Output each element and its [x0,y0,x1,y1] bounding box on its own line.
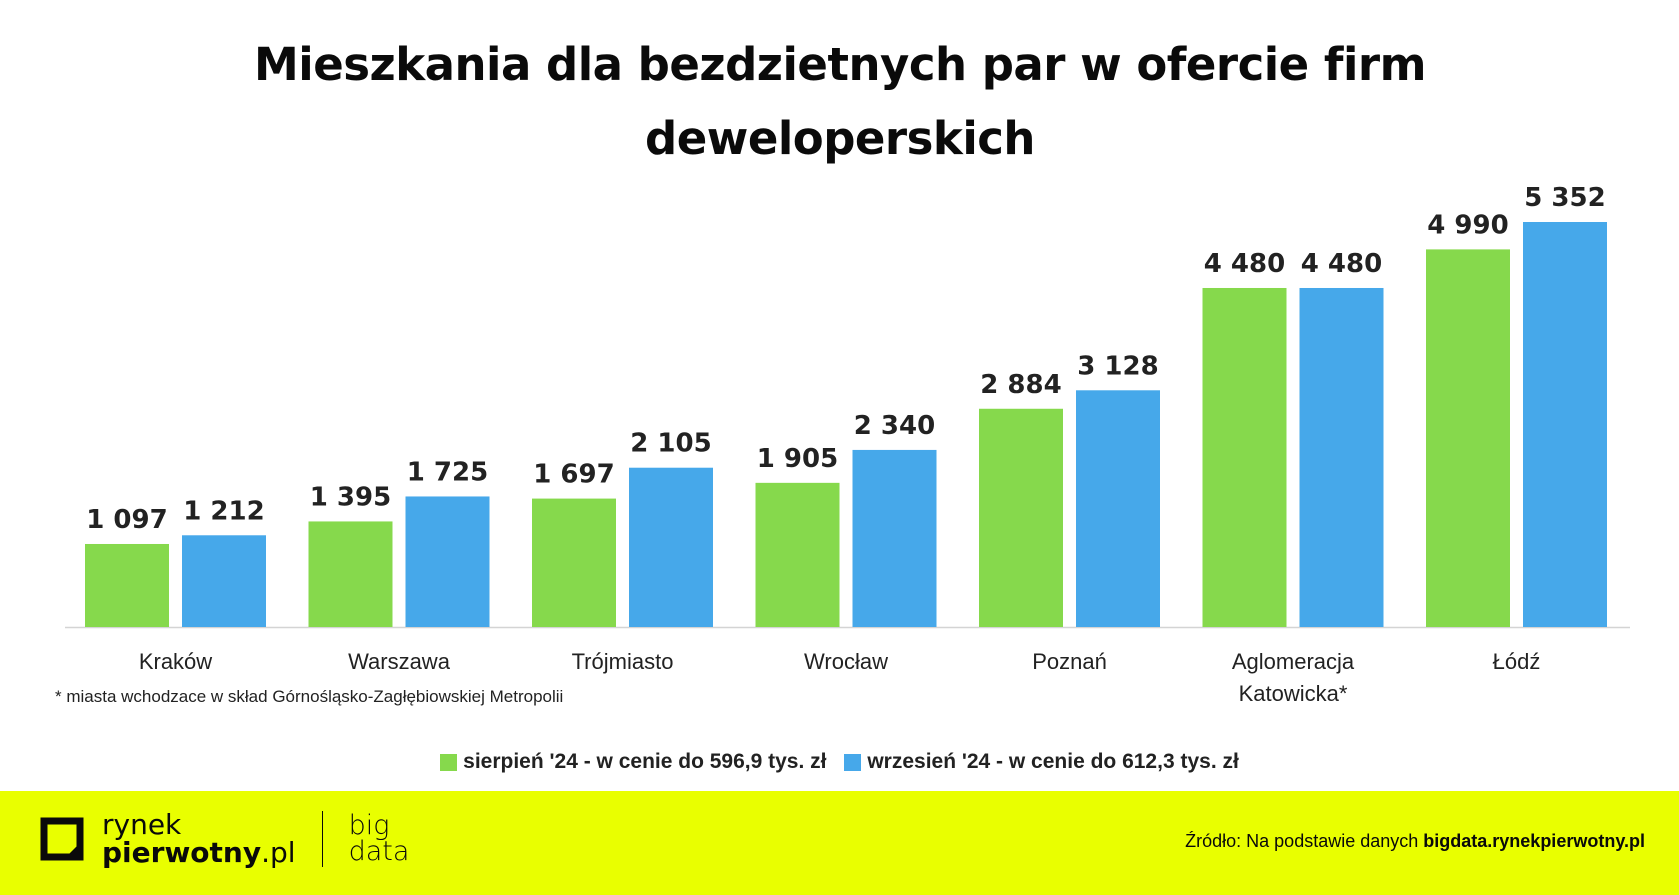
bar-s1-2 [629,467,713,627]
category-label-3: Wrocław [804,649,888,674]
rynekpierwotny-logo: rynek pierwotny.pl big data [40,811,409,867]
bar-chart: 1 097 1 212 Kraków 1 395 1 725 Warszawa 1 697 2… [65,183,1630,706]
bar-s1-3 [852,449,937,627]
data-label-s0-2: 1 697 [533,460,614,490]
footnote: * miasta wchodzace w skład Górnośląsko-Z… [55,687,564,706]
legend-swatch-august [440,753,458,771]
logo-bold-part: pierwotny [102,836,262,869]
legend-item-september: wrzesień '24 - w cenie do 612,3 tys. zł [844,750,1239,774]
data-label-s0-0: 1 097 [86,505,167,535]
logo-line-2: pierwotny.pl [102,839,296,867]
bar-s0-4 [979,408,1063,627]
bar-s0-1 [308,521,393,627]
bar-s0-3 [755,482,840,627]
bigdata-logo: big data [348,810,410,867]
bar-s1-0 [182,535,266,627]
data-label-s1-4: 3 128 [1077,351,1158,381]
legend-label-september: wrzesień '24 - w cenie do 612,3 tys. zł [867,750,1239,773]
source-prefix: Źródło: Na podstawie danych [1185,831,1424,851]
category-label-0: Kraków [139,649,212,674]
bar-s1-6 [1523,222,1607,627]
category-label-5-line0: Aglomeracja [1232,649,1355,674]
source-note: Źródło: Na podstawie danych bigdata.ryne… [1185,831,1645,852]
bar-s0-6 [1426,249,1510,627]
category-label-1: Warszawa [348,649,451,674]
category-label-4: Poznań [1032,649,1107,674]
category-label-6: Łódź [1493,649,1541,674]
category-label-5-line1: Katowicka* [1239,681,1348,706]
bigdata-line-2: data [348,836,410,867]
data-label-s1-2: 2 105 [630,429,711,459]
data-label-s0-6: 4 990 [1427,210,1508,240]
data-label-s1-1: 1 725 [407,457,488,487]
data-label-s1-6: 5 352 [1524,183,1605,213]
bar-s0-2 [532,498,616,627]
logo-wordmark: rynek pierwotny.pl [102,811,296,867]
data-label-s0-3: 1 905 [757,444,838,474]
bar-s1-1 [405,496,490,627]
logo-suffix: .pl [261,836,296,869]
data-label-s1-5: 4 480 [1301,249,1382,279]
bigdata-line-1: big [348,810,390,841]
logo-line-1: rynek [102,808,182,841]
data-label-s0-1: 1 395 [310,482,391,512]
chart-title: Mieszkania dla bezdzietnych par w oferci… [254,38,1426,165]
category-label-2: Trójmiasto [572,649,674,674]
bar-s0-0 [85,543,169,627]
logo-square-icon [40,817,84,861]
legend-swatch-september [844,753,862,771]
data-label-s0-4: 2 884 [980,370,1061,400]
logo-divider [321,811,323,867]
data-label-s1-0: 1 212 [183,496,264,526]
bar-s1-4 [1076,390,1160,627]
source-link-text: bigdata.rynekpierwotny.pl [1423,831,1645,851]
footer-bar: rynek pierwotny.pl big data Źródło: Na p… [0,791,1679,895]
legend: sierpień '24 - w cenie do 596,9 tys. zł … [0,750,1679,777]
legend-item-august: sierpień '24 - w cenie do 596,9 tys. zł [440,750,826,774]
data-label-s0-5: 4 480 [1204,249,1285,279]
legend-label-august: sierpień '24 - w cenie do 596,9 tys. zł [463,750,827,773]
data-label-s1-3: 2 340 [854,411,935,441]
bar-s1-5 [1299,287,1384,627]
bar-s0-5 [1202,287,1287,627]
